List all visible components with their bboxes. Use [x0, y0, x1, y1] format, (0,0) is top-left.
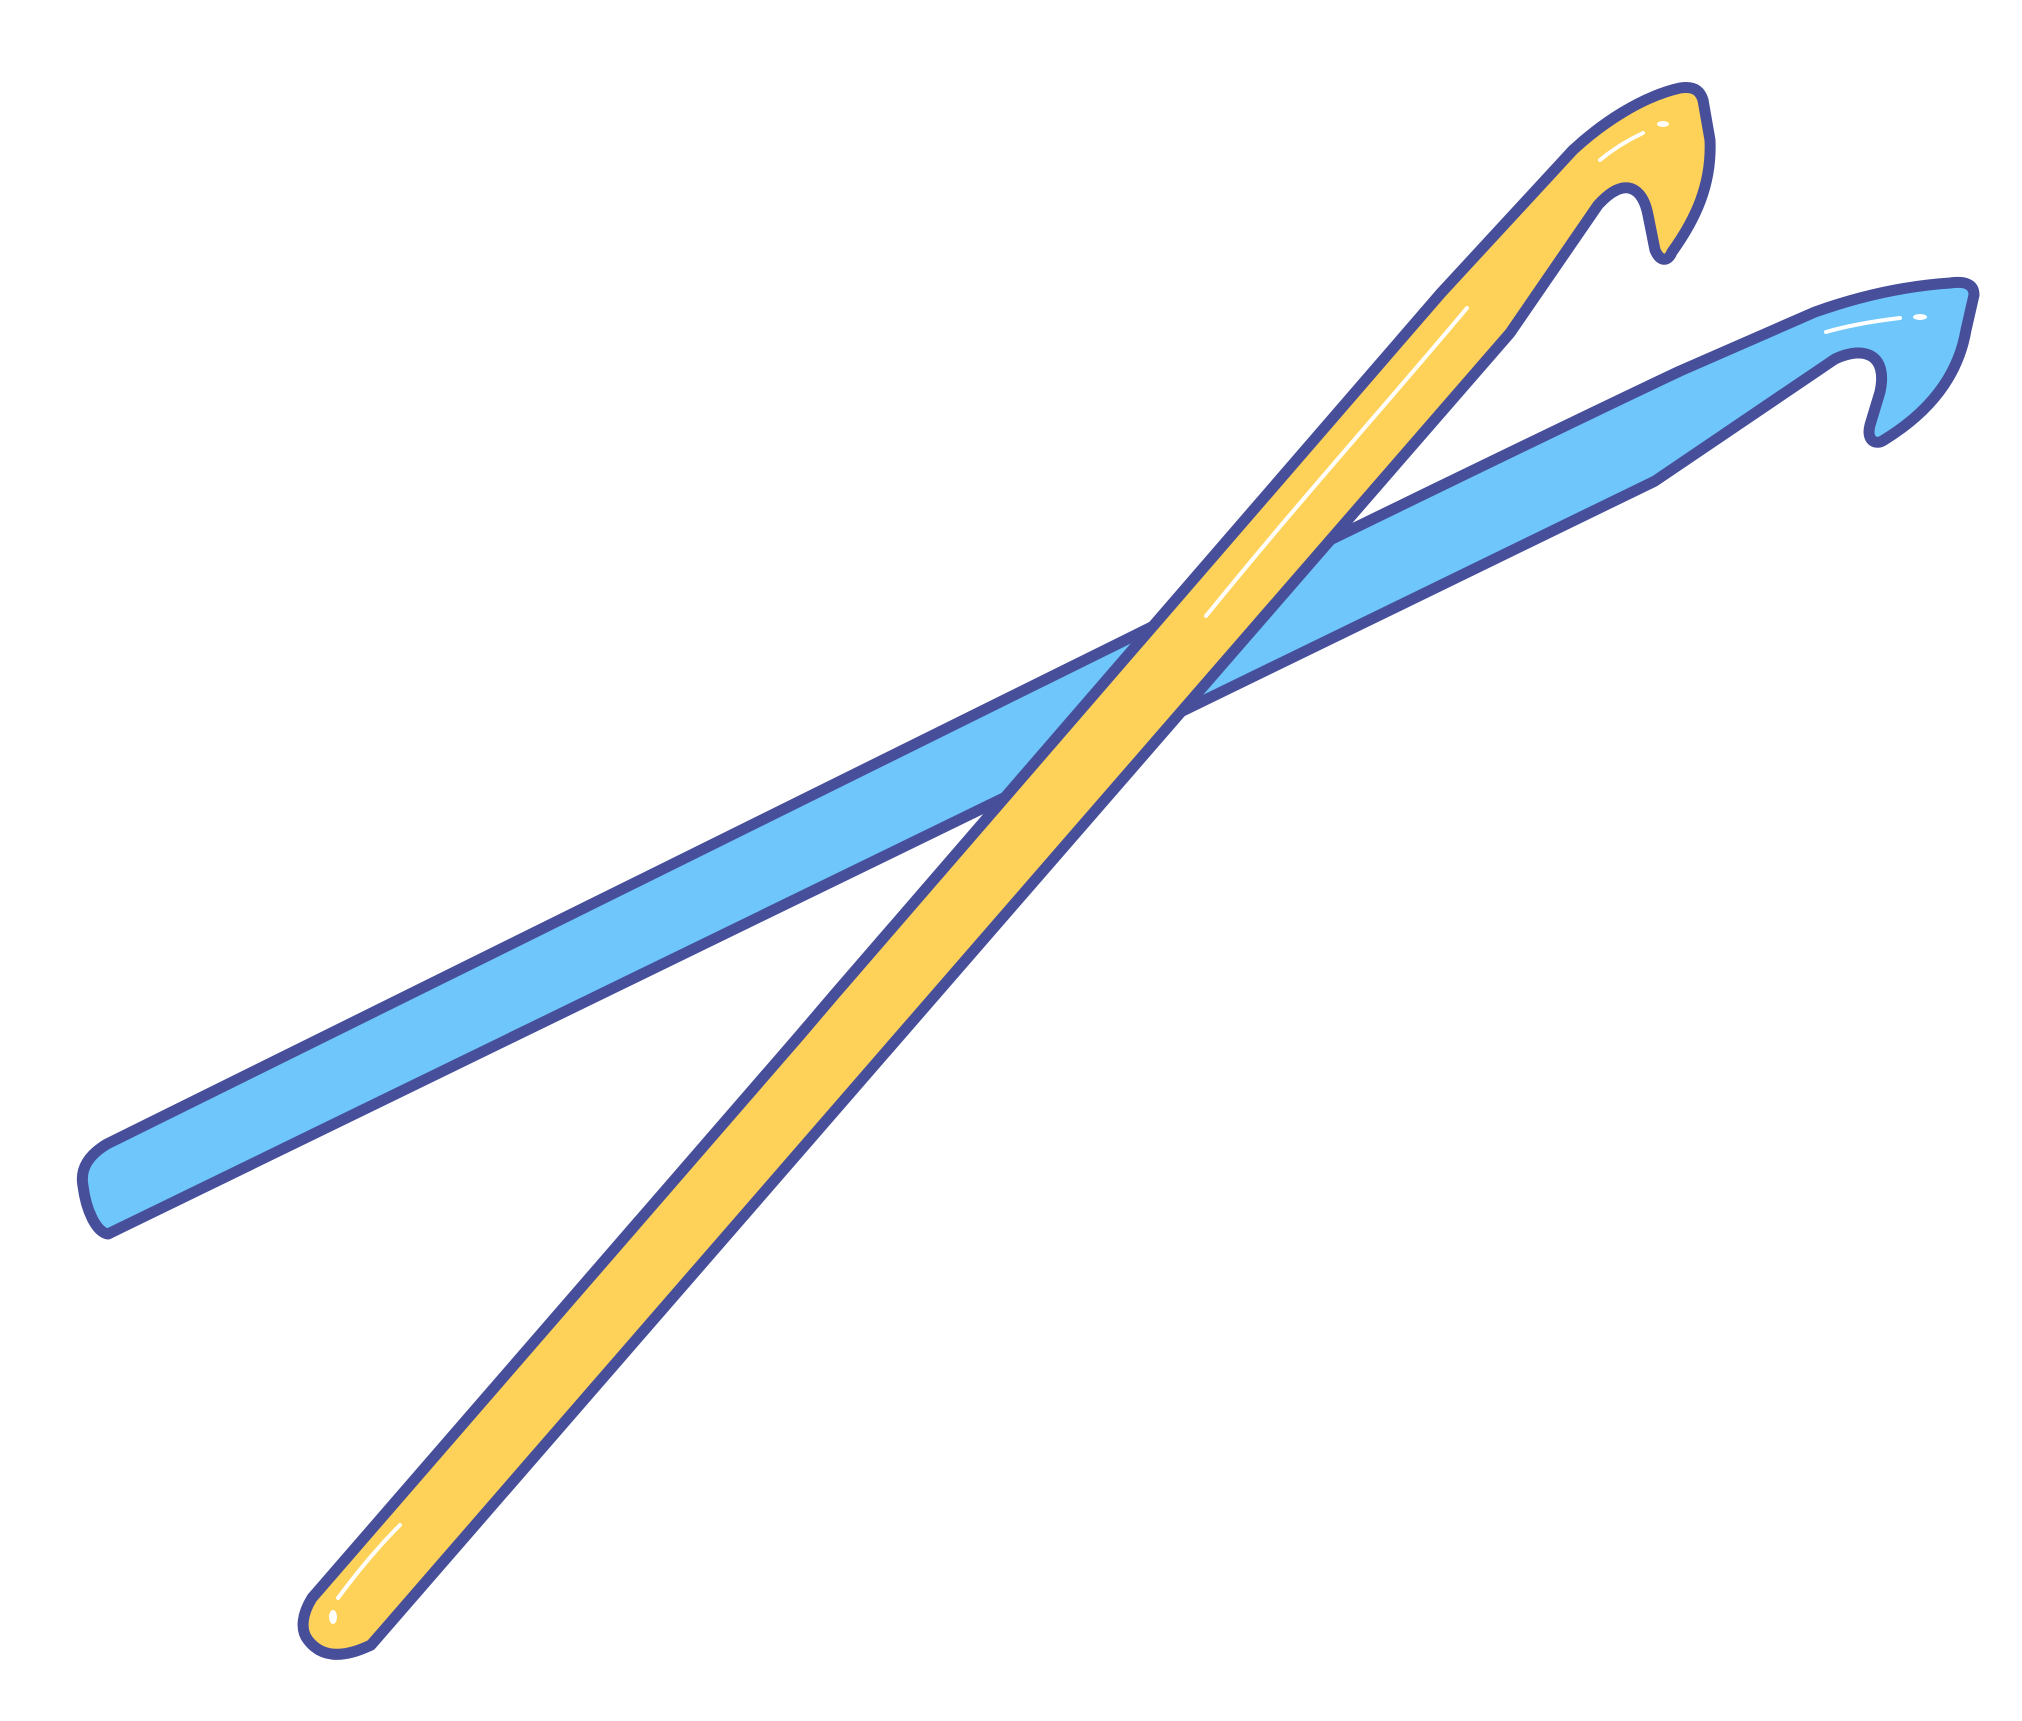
- blue-crochet-hook: [76, 276, 1980, 1281]
- yellow-crochet-hook: [297, 82, 1716, 1660]
- blue-hook-highlight-handle-dot: [109, 1267, 117, 1281]
- blue-hook-highlight-shaft: [1288, 518, 1650, 702]
- yellow-hook-highlight-handle-dot: [329, 1610, 337, 1624]
- yellow-hook-body: [297, 82, 1716, 1660]
- yellow-hook-highlight-dot: [1657, 121, 1669, 127]
- blue-hook-highlight-handle: [130, 1184, 282, 1265]
- yellow-hook-highlight-shaft: [1204, 306, 1469, 618]
- blue-hook-highlight-dot: [1913, 314, 1927, 320]
- yellow-hook-highlight-handle: [336, 1523, 402, 1600]
- yellow-hook-highlight-tip: [1598, 131, 1645, 162]
- blue-hook-highlight-tip: [1824, 316, 1902, 334]
- blue-hook-body: [76, 276, 1980, 1240]
